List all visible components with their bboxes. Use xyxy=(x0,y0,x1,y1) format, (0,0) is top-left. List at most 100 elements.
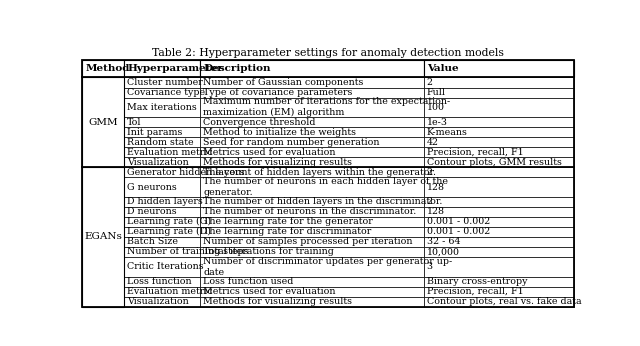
Bar xyxy=(200,297,424,307)
Text: Learning rate (G): Learning rate (G) xyxy=(127,217,211,226)
Bar xyxy=(124,197,200,207)
Bar xyxy=(424,217,573,227)
Text: K-means: K-means xyxy=(427,128,468,137)
Bar xyxy=(124,217,200,227)
Bar xyxy=(424,247,573,257)
Bar xyxy=(200,237,424,247)
Bar xyxy=(424,78,573,88)
Bar xyxy=(124,157,200,167)
Bar xyxy=(200,286,424,297)
Bar xyxy=(200,157,424,167)
Bar xyxy=(200,117,424,127)
Text: The learning rate for discriminator: The learning rate for discriminator xyxy=(204,227,372,236)
Text: GMM: GMM xyxy=(88,118,118,127)
Text: G neurons: G neurons xyxy=(127,183,177,192)
Bar xyxy=(200,227,424,237)
Text: Method to initialize the weights: Method to initialize the weights xyxy=(204,128,356,137)
Text: Tol: Tol xyxy=(127,118,141,127)
Text: D hidden layers: D hidden layers xyxy=(127,197,203,206)
Bar xyxy=(200,127,424,137)
Text: Hyperparameter: Hyperparameter xyxy=(127,64,223,73)
Text: Cluster number: Cluster number xyxy=(127,78,203,87)
Bar xyxy=(124,88,200,98)
Text: Full: Full xyxy=(427,88,445,97)
Text: The learning rate for the generator: The learning rate for the generator xyxy=(204,217,373,226)
Bar xyxy=(124,98,200,117)
Text: 10,000: 10,000 xyxy=(427,247,460,256)
Bar xyxy=(124,147,200,157)
Text: Methods for visualizing results: Methods for visualizing results xyxy=(204,297,352,306)
Bar xyxy=(424,98,573,117)
Bar xyxy=(200,147,424,157)
Bar xyxy=(424,227,573,237)
Text: 128: 128 xyxy=(427,207,445,216)
Text: Loss function: Loss function xyxy=(127,277,192,286)
Bar xyxy=(124,247,200,257)
Bar xyxy=(124,117,200,127)
Text: Init params: Init params xyxy=(127,128,182,137)
Text: Description: Description xyxy=(204,64,271,73)
Bar xyxy=(424,127,573,137)
Bar xyxy=(200,167,424,177)
Text: 1e-3: 1e-3 xyxy=(427,118,448,127)
Text: Total iterations for training: Total iterations for training xyxy=(204,247,334,256)
Text: The number of neurons in each hidden layer of the
generator.: The number of neurons in each hidden lay… xyxy=(204,177,448,197)
Text: Number of discriminator updates per generator up-
date: Number of discriminator updates per gene… xyxy=(204,257,452,276)
Bar xyxy=(200,60,424,78)
Bar xyxy=(200,276,424,286)
Text: Number of samples processed per iteration: Number of samples processed per iteratio… xyxy=(204,237,413,246)
Text: Random state: Random state xyxy=(127,138,194,147)
Text: Max iterations: Max iterations xyxy=(127,103,197,112)
Bar xyxy=(124,276,200,286)
Bar xyxy=(83,60,124,78)
Text: EGANs: EGANs xyxy=(84,233,122,242)
Text: 2: 2 xyxy=(427,168,433,177)
Text: Table 2: Hyperparameter settings for anomaly detection models: Table 2: Hyperparameter settings for ano… xyxy=(152,48,504,58)
Bar xyxy=(424,117,573,127)
Bar xyxy=(124,60,200,78)
Text: Precision, recall, F1: Precision, recall, F1 xyxy=(427,148,524,157)
Bar xyxy=(200,137,424,147)
Text: Learning rate (D): Learning rate (D) xyxy=(127,227,211,236)
Bar xyxy=(424,177,573,197)
Bar xyxy=(424,167,573,177)
Bar xyxy=(124,137,200,147)
Text: Contour plots, real vs. fake data: Contour plots, real vs. fake data xyxy=(427,297,581,306)
Text: 100: 100 xyxy=(427,103,445,112)
Text: 2: 2 xyxy=(427,197,433,206)
Bar xyxy=(200,247,424,257)
Bar xyxy=(200,177,424,197)
Text: Metrics used for evaluation: Metrics used for evaluation xyxy=(204,148,336,157)
Bar xyxy=(124,286,200,297)
Text: Loss function used: Loss function used xyxy=(204,277,294,286)
Text: 0.001 - 0.002: 0.001 - 0.002 xyxy=(427,217,490,226)
Text: Evaluation metric: Evaluation metric xyxy=(127,148,213,157)
Text: Value: Value xyxy=(427,64,458,73)
Text: Contour plots, GMM results: Contour plots, GMM results xyxy=(427,158,562,167)
Bar xyxy=(124,257,200,276)
Bar xyxy=(200,88,424,98)
Bar xyxy=(424,60,573,78)
Text: Binary cross-entropy: Binary cross-entropy xyxy=(427,277,527,286)
Text: Methods for visualizing results: Methods for visualizing results xyxy=(204,158,352,167)
Text: Metrics used for evaluation: Metrics used for evaluation xyxy=(204,287,336,296)
Text: Convergence threshold: Convergence threshold xyxy=(204,118,316,127)
Text: The count of hidden layers within the generator.: The count of hidden layers within the ge… xyxy=(204,168,436,177)
Bar xyxy=(200,197,424,207)
Bar xyxy=(200,207,424,217)
Bar xyxy=(200,257,424,276)
Bar xyxy=(200,78,424,88)
Bar xyxy=(200,98,424,117)
Bar xyxy=(424,147,573,157)
Text: 32 - 64: 32 - 64 xyxy=(427,237,460,246)
Bar xyxy=(424,237,573,247)
Text: Seed for random number generation: Seed for random number generation xyxy=(204,138,380,147)
Text: Generator hidden layers: Generator hidden layers xyxy=(127,168,244,177)
Text: Visualization: Visualization xyxy=(127,297,189,306)
Bar xyxy=(124,78,200,88)
Text: 2: 2 xyxy=(427,78,433,87)
Text: D neurons: D neurons xyxy=(127,207,177,216)
Text: Visualization: Visualization xyxy=(127,158,189,167)
Text: Covariance type: Covariance type xyxy=(127,88,205,97)
Text: Batch Size: Batch Size xyxy=(127,237,178,246)
